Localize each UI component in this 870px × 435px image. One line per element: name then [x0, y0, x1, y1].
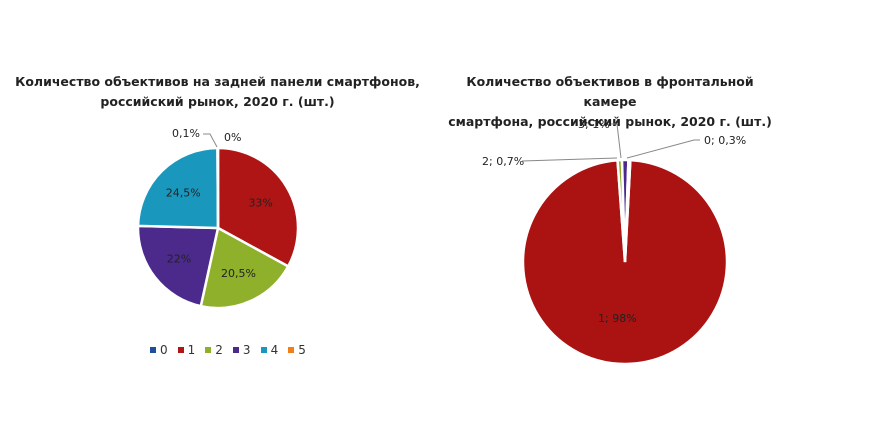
left-pie-slice-3 — [136, 224, 220, 308]
left-pie-label-2: 20,5% — [221, 267, 256, 280]
left-pie-slice-4 — [136, 146, 220, 230]
left-pie-label-1: 33% — [248, 197, 272, 210]
right-pie-slice-1 — [521, 158, 729, 366]
left-pie-slice-5 — [216, 146, 220, 229]
left-title-line2: российский рынок, 2020 г. (шт.) — [100, 94, 335, 109]
legend-label: 4 — [270, 343, 279, 357]
legend-label: 3 — [242, 343, 251, 357]
right-title-line2: смартфона, российский рынок, 2020 г. (шт… — [448, 114, 772, 129]
legend-swatch-icon — [205, 347, 212, 353]
left-pie-label-3: 22% — [167, 253, 191, 266]
legend-label: 0 — [160, 343, 168, 357]
right-title-line1: Количество объективов в фронтальной каме… — [466, 74, 754, 109]
legend-swatch-icon — [150, 347, 156, 353]
legend-swatch-icon — [260, 347, 267, 353]
left-chart-title: Количество объективов на задней панели с… — [0, 72, 435, 112]
left-chart-legend: 0 1 2 3 4 5 — [150, 343, 306, 357]
left-pie-slice-1 — [216, 146, 300, 269]
right-pie-label-1: 1; 98% — [598, 312, 637, 325]
left-pie-label-5: 0,1% — [172, 127, 200, 140]
legend-label: 1 — [187, 343, 196, 357]
legend-item-1: 1 — [177, 343, 196, 357]
legend-swatch-icon — [232, 347, 239, 353]
legend-item-2: 2 — [205, 343, 223, 357]
left-title-line1: Количество объективов на задней панели с… — [15, 74, 420, 89]
left-pie-slice-2 — [199, 226, 290, 310]
right-pie-label-0: 0; 0,3% — [704, 134, 746, 147]
left-pie-label-0: 0% — [224, 131, 241, 144]
legend-item-5: 5 — [288, 343, 306, 357]
legend-swatch-icon — [288, 347, 295, 353]
legend-item-4: 4 — [260, 343, 279, 357]
legend-item-3: 3 — [232, 343, 251, 357]
legend-label: 5 — [298, 343, 306, 357]
legend-item-0: 0 — [150, 343, 168, 357]
right-pie-label-2: 2; 0,7% — [482, 155, 524, 168]
left-pie-label-4: 24,5% — [166, 187, 201, 200]
legend-swatch-icon — [177, 347, 184, 353]
legend-label: 2 — [215, 343, 223, 357]
right-pie-label-3: 3; 1% — [578, 118, 610, 131]
right-chart-title: Количество объективов в фронтальной каме… — [440, 72, 780, 132]
right-pie-slice-0 — [623, 158, 632, 263]
